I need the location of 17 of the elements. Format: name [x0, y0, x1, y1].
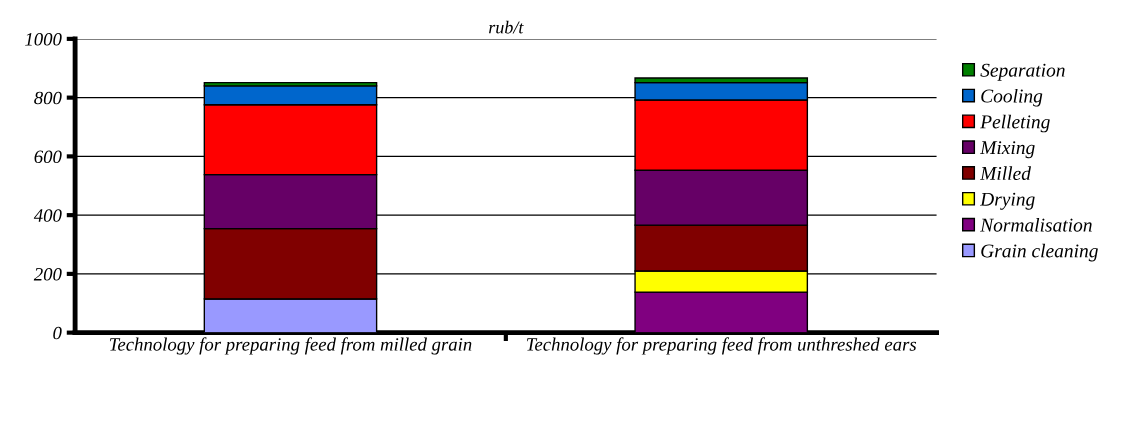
- legend-label: Grain cleaning: [981, 243, 1098, 262]
- y-tick-label: 1000: [25, 32, 62, 46]
- legend-label: Drying: [979, 192, 1035, 210]
- y-tick-label: 600: [34, 150, 62, 164]
- y-tick-label: 800: [34, 91, 62, 105]
- legend-label: Pelleting: [980, 114, 1050, 133]
- x-tick-label: Technology for preparing feed from milled grain: [109, 337, 472, 355]
- legend-label: Mixing: [979, 141, 1035, 159]
- legend-label: Milled: [979, 166, 1031, 181]
- y-tick-label: 400: [33, 209, 62, 222]
- y-tick-label: 0: [53, 326, 62, 340]
- legend-label: Separation: [980, 63, 1065, 81]
- legend-label: Normalisation: [980, 217, 1092, 232]
- chart-title: rub/t: [489, 20, 524, 34]
- y-tick-label: 200: [33, 267, 62, 281]
- legend-label: Cooling: [981, 88, 1043, 107]
- x-tick-label: Technology for preparing feed from unthreshed ears: [526, 337, 917, 355]
